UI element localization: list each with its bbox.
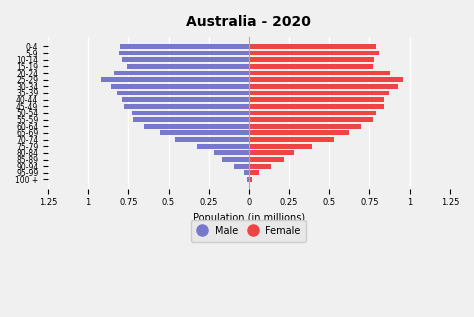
Bar	[249, 137, 334, 142]
Bar	[249, 131, 348, 135]
Bar	[249, 104, 384, 109]
Bar	[110, 84, 249, 89]
Bar	[114, 71, 249, 75]
Bar	[249, 117, 373, 122]
Bar	[249, 157, 284, 162]
Bar	[249, 71, 391, 75]
Bar	[247, 177, 249, 182]
Bar	[122, 97, 249, 102]
Bar	[249, 84, 398, 89]
Title: Australia - 2020: Australia - 2020	[186, 15, 311, 29]
Bar	[249, 77, 403, 82]
Bar	[235, 164, 249, 169]
Bar	[249, 57, 374, 62]
Bar	[198, 144, 249, 149]
Bar	[249, 44, 376, 49]
Bar	[249, 51, 379, 55]
Bar	[244, 171, 249, 175]
Bar	[122, 57, 249, 62]
X-axis label: Population (in millions): Population (in millions)	[193, 213, 305, 223]
Bar	[249, 171, 258, 175]
Bar	[145, 124, 249, 129]
Bar	[161, 131, 249, 135]
Bar	[221, 157, 249, 162]
Bar	[249, 164, 272, 169]
Bar	[124, 104, 249, 109]
Bar	[213, 151, 249, 155]
Bar	[249, 144, 311, 149]
Bar	[249, 177, 252, 182]
Bar	[127, 64, 249, 69]
Bar	[249, 111, 376, 115]
Bar	[132, 111, 249, 115]
Bar	[249, 151, 294, 155]
Bar	[133, 117, 249, 122]
Bar	[249, 97, 384, 102]
Bar	[117, 91, 249, 95]
Bar	[118, 51, 249, 55]
Bar	[249, 124, 361, 129]
Bar	[249, 91, 389, 95]
Bar	[101, 77, 249, 82]
Legend: Male, Female: Male, Female	[191, 220, 306, 242]
Bar	[120, 44, 249, 49]
Bar	[249, 64, 373, 69]
Bar	[175, 137, 249, 142]
